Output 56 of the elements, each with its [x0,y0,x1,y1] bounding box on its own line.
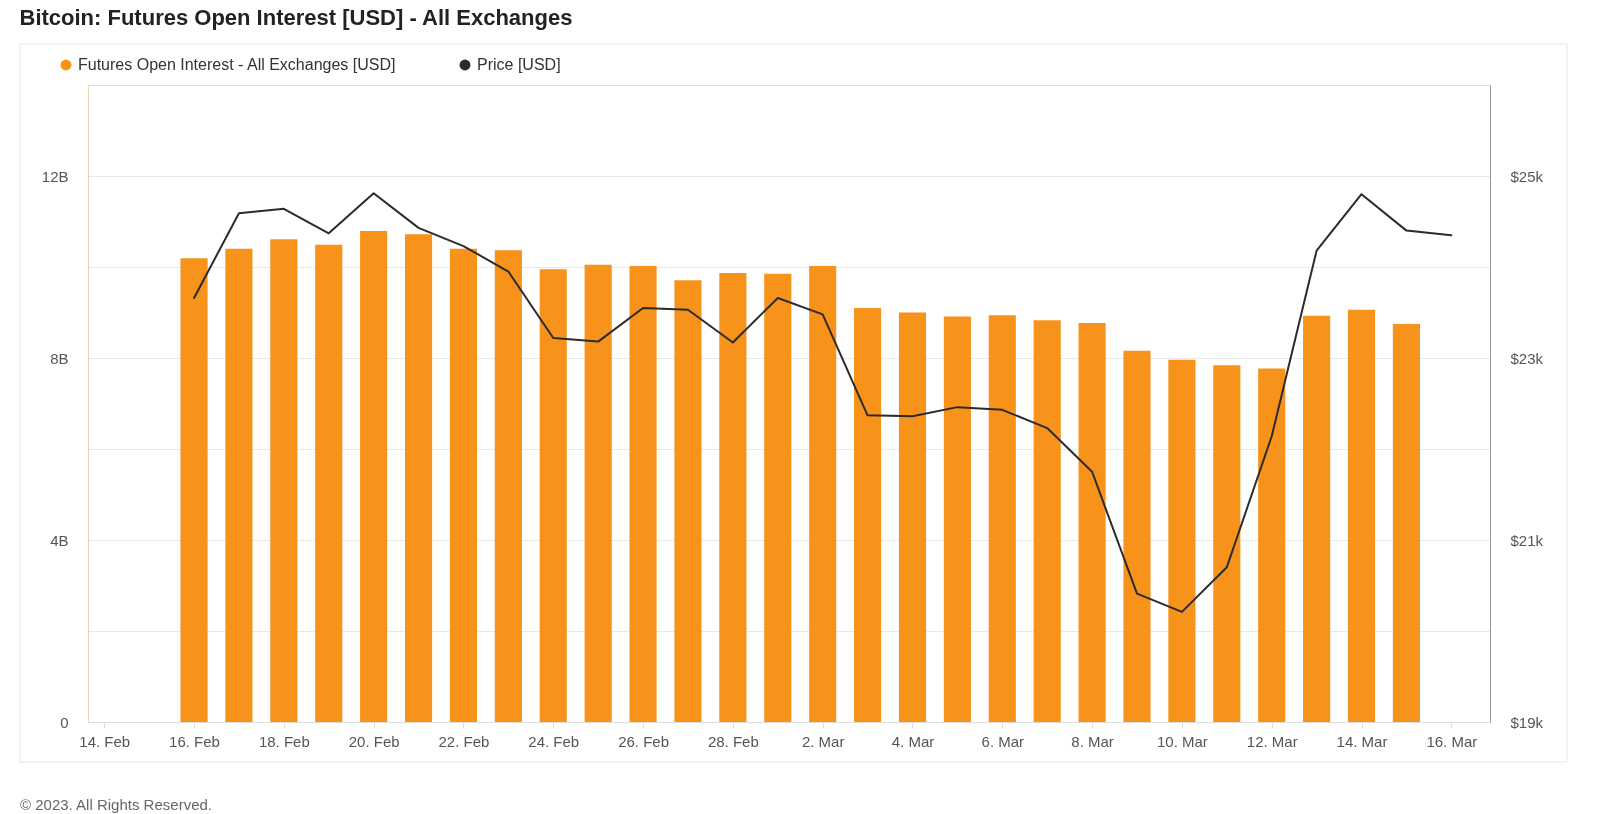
chart-title: Bitcoin: Futures Open Interest [USD] - All Exchanges [19,4,573,30]
bar [270,239,298,722]
y2-tick-label: $25k [1510,167,1544,185]
bar [539,269,567,722]
y-tick-label: 4B [50,531,69,549]
x-tick-label: 16. Mar [1426,732,1478,750]
bar [180,258,208,722]
x-tick-label: 14. Feb [79,732,131,750]
y2-tick-label: $19k [1510,713,1544,731]
bar [1078,322,1106,722]
bar [225,248,253,722]
bar [584,264,612,722]
bar [404,234,433,722]
x-tick-label: 24. Feb [528,732,580,750]
bar [1213,365,1241,722]
x-tick-label: 26. Feb [618,732,669,750]
bar [629,266,657,722]
x-tick-label: 18. Feb [258,732,310,750]
x-tick-label: 10. Mar [1156,732,1208,750]
x-tick-label: 14. Mar [1336,732,1388,750]
legend-label: Price [USD] [477,56,561,73]
bar [1258,368,1286,722]
y-tick-label: 12B [41,167,69,185]
x-tick-label: 12. Mar [1246,732,1298,750]
y-tick-label: 0 [60,713,69,731]
bar [719,272,747,722]
x-tick-label: 8. Mar [1071,732,1114,750]
y-tick-label: 8B [50,349,69,367]
bar [674,280,702,722]
bar [809,266,837,722]
x-tick-label: 4. Mar [891,732,935,750]
legend-label: Futures Open Interest - All Exchanges [USD] [78,56,396,73]
y2-tick-label: $23k [1510,349,1544,367]
bar [1303,315,1331,722]
bar [1123,350,1151,722]
text: © 2023. All Rights Reserved. [20,796,212,813]
x-tick-label: 20. Feb [348,732,400,750]
x-tick-label: 2. Mar [801,732,845,750]
bar [854,307,882,722]
x-tick-label: 28. Feb [707,732,759,750]
x-tick-label: 16. Feb [169,732,220,750]
bar [1392,323,1420,722]
bar [898,312,927,722]
bar [988,315,1016,722]
bar [1033,320,1061,722]
bar [360,231,388,722]
x-tick-label: 22. Feb [438,732,490,750]
x-tick-label: 6. Mar [981,732,1025,750]
bar [494,250,522,722]
bar [764,273,792,722]
bar [449,248,478,722]
y2-tick-label: $21k [1510,531,1544,549]
bar [315,244,343,722]
bar [1347,309,1376,722]
bar [1168,359,1196,722]
bar [943,316,971,722]
